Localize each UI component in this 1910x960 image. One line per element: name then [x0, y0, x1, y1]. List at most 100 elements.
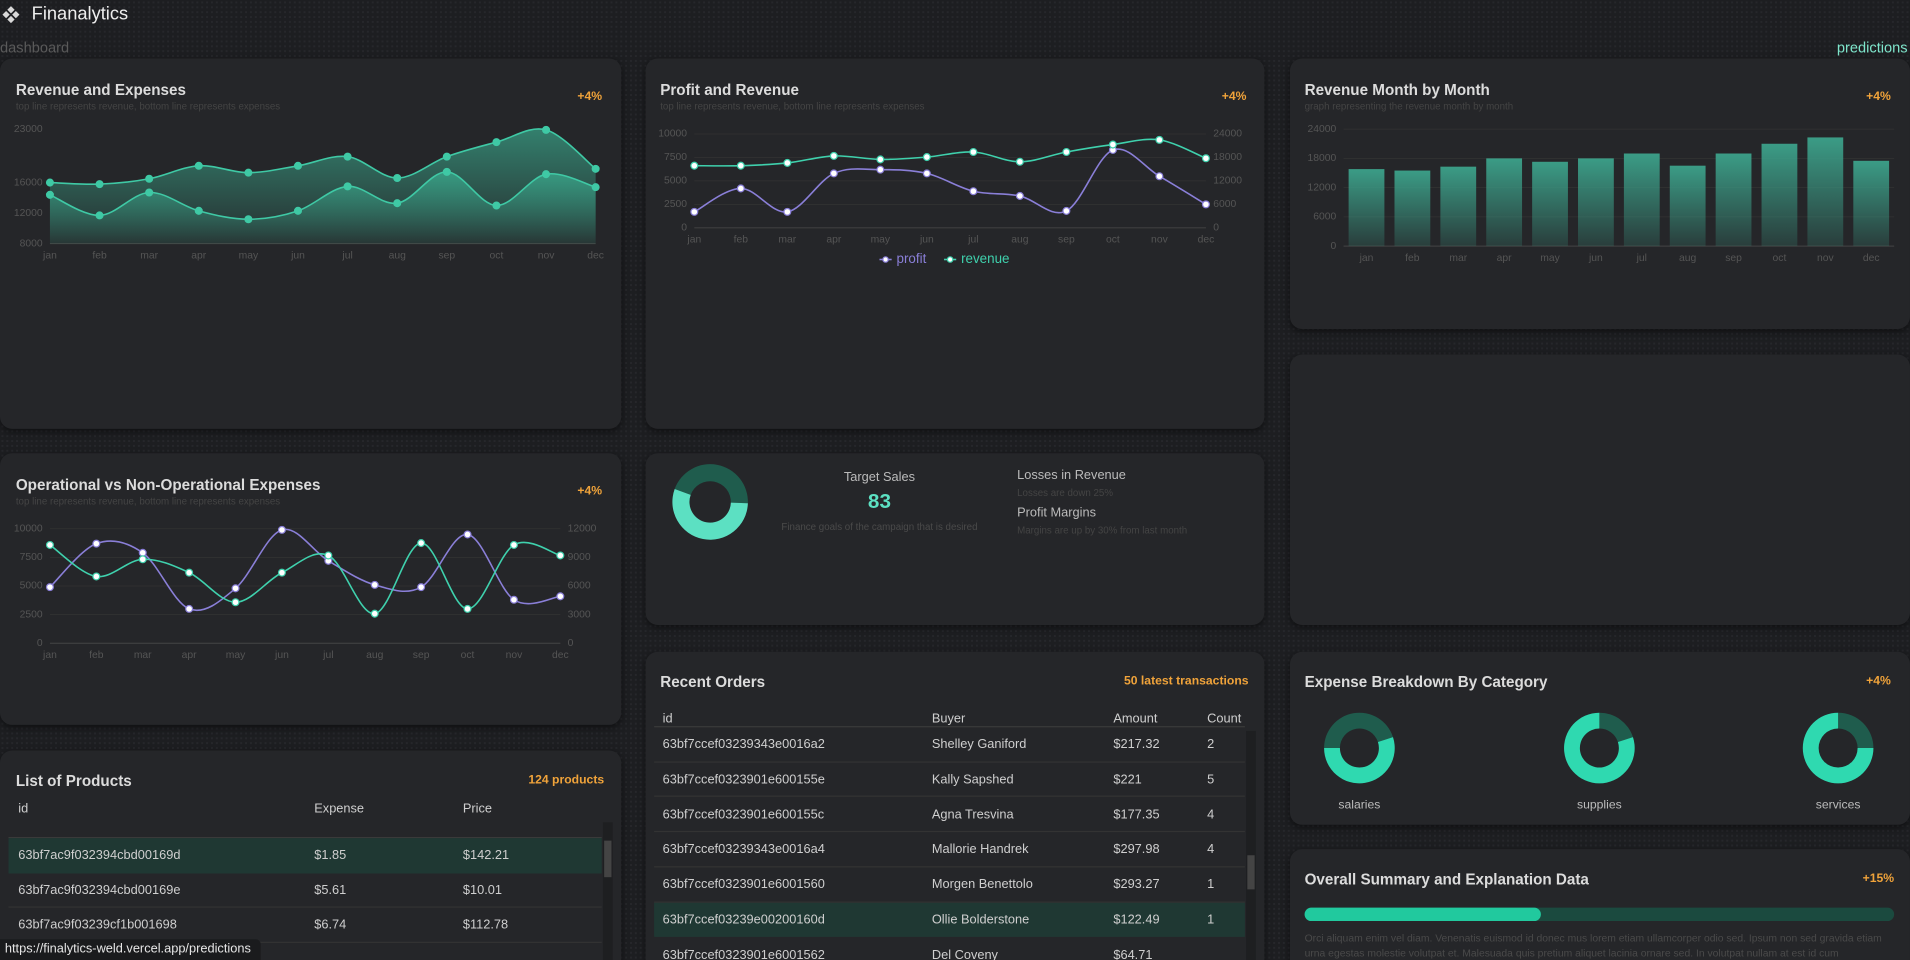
- table-cell: Morgen Benettolo: [931, 877, 1033, 892]
- table-cell: 63bf7ccef03239e00200160d: [662, 912, 825, 927]
- nav-link[interactable]: predictions: [1836, 38, 1908, 57]
- logo: [2, 6, 20, 24]
- table-cell: 63bf7ccef03239343e0016a4: [662, 842, 825, 857]
- card: [645, 58, 1265, 429]
- info-text: Margins are up by 30% from last month: [1017, 525, 1188, 537]
- table-cell: 63bf7ac9f032394cbd00169e: [18, 882, 181, 898]
- header-rule: [654, 726, 1245, 728]
- table-cell: $122.49: [1113, 912, 1160, 927]
- row-rule: [8, 906, 602, 908]
- table-cell: Del Coveny: [931, 947, 998, 960]
- table-cell: $1.85: [314, 848, 347, 863]
- card-title: List of Products: [15, 772, 132, 790]
- table-cell: 2: [1207, 737, 1215, 753]
- card-title: Expense Breakdown By Category: [1304, 673, 1548, 691]
- card: [0, 453, 622, 725]
- info-text: Losses are down 25%: [1017, 487, 1114, 499]
- target-note: Finance goals of the campaign that is de…: [781, 521, 978, 533]
- row-rule: [654, 761, 1245, 763]
- table-cell: $297.98: [1113, 842, 1160, 857]
- page-label: dashboard: [0, 38, 70, 57]
- column-header: Buyer: [931, 711, 966, 727]
- table-cell: 63bf7ac9f032394cbd00169d: [18, 848, 181, 863]
- badge: +4%: [577, 90, 603, 104]
- row-highlight: [654, 902, 1245, 938]
- table-cell: $5.61: [314, 882, 347, 898]
- column-header: Price: [462, 801, 493, 817]
- brand: Finanalytics: [31, 3, 129, 25]
- table-cell: 4: [1207, 842, 1215, 857]
- column-header: Expense: [314, 801, 365, 817]
- target-label: Target Sales: [843, 470, 916, 485]
- card: [645, 453, 1265, 625]
- status-bar: https://finalytics-weld.vercel.app/predi…: [0, 939, 261, 960]
- column-header: Count: [1207, 711, 1242, 727]
- table-cell: $10.01: [462, 882, 503, 898]
- card-title: Revenue and Expenses: [15, 81, 186, 99]
- progress-track: [1304, 907, 1895, 922]
- badge: +4%: [1866, 674, 1891, 689]
- card-title: Operational vs Non-Operational Expenses: [15, 476, 321, 494]
- info-title: Profit Margins: [1017, 505, 1097, 521]
- table-cell: $112.78: [462, 917, 509, 933]
- table-cell: $6.74: [314, 917, 347, 933]
- table-cell: 63bf7ccef0323901e600155c: [662, 807, 825, 823]
- scroll-thumb: [1247, 855, 1255, 890]
- table-cell: 5: [1207, 772, 1215, 788]
- table-cell: 1: [1207, 912, 1215, 927]
- card: [1289, 354, 1910, 625]
- table-cell: Agna Tresvina: [931, 807, 1014, 823]
- table-cell: $221: [1113, 772, 1142, 788]
- scroll-thumb: [604, 840, 612, 878]
- card-subtitle: top line represents revenue, bottom line…: [15, 495, 281, 507]
- card-subtitle: graph representing the revenue month by …: [1304, 101, 1514, 113]
- column-header: id: [662, 711, 673, 727]
- table-cell: 63bf7ccef0323901e6001562: [662, 947, 825, 960]
- card-subtitle: top line represents revenue, bottom line…: [660, 101, 925, 113]
- badge: +4%: [577, 484, 603, 499]
- table-cell: Shelley Ganiford: [931, 737, 1027, 753]
- card-subtitle: top line represents revenue, bottom line…: [15, 101, 281, 113]
- table-cell: 63bf7ccef0323901e6001560: [662, 877, 825, 892]
- badge: 124 products: [528, 773, 605, 788]
- table-cell: Mallorie Handrek: [931, 842, 1029, 857]
- table-cell: 63bf7ccef03239343e0016a2: [662, 737, 825, 753]
- badge: +15%: [1862, 872, 1895, 886]
- info-title: Losses in Revenue: [1017, 467, 1126, 483]
- card-title: Revenue Month by Month: [1304, 81, 1490, 99]
- card: [0, 58, 622, 429]
- badge: +4%: [1866, 90, 1891, 104]
- table-cell: 63bf7ccef0323901e600155e: [662, 772, 825, 788]
- column-header: id: [18, 801, 29, 817]
- summary-text: Orci aliquam enim vel diam. Venenatis eu…: [1304, 931, 1882, 959]
- scrollbar: [1246, 730, 1256, 960]
- table-cell: $142.21: [462, 848, 510, 863]
- card: [1289, 849, 1910, 960]
- table-cell: 63bf7ac9f03239cf1b001698: [18, 917, 177, 933]
- row-highlight: [8, 838, 602, 873]
- table-cell: $293.27: [1113, 877, 1160, 892]
- row-rule: [8, 941, 602, 943]
- table-cell: $177.35: [1113, 807, 1160, 823]
- progress-fill: [1304, 907, 1541, 922]
- table-cell: 1: [1207, 877, 1215, 892]
- card-title: Overall Summary and Explanation Data: [1304, 871, 1589, 889]
- row-rule: [654, 900, 1245, 903]
- card: [1289, 58, 1910, 329]
- header-rule: [8, 836, 602, 839]
- row-rule: [654, 830, 1245, 833]
- row-rule: [654, 796, 1245, 798]
- status-url: https://finalytics-weld.vercel.app/predi…: [4, 941, 251, 957]
- badge: 50 latest transactions: [1123, 674, 1249, 689]
- badge: +4%: [1221, 90, 1247, 104]
- table-cell: $64.71: [1113, 947, 1153, 960]
- card-title: Recent Orders: [660, 673, 766, 691]
- table-cell: $217.32: [1113, 737, 1160, 753]
- table-cell: Ollie Bolderstone: [931, 912, 1030, 927]
- target-value: 83: [867, 489, 891, 513]
- card-title: Profit and Revenue: [660, 81, 799, 99]
- row-rule: [654, 865, 1245, 868]
